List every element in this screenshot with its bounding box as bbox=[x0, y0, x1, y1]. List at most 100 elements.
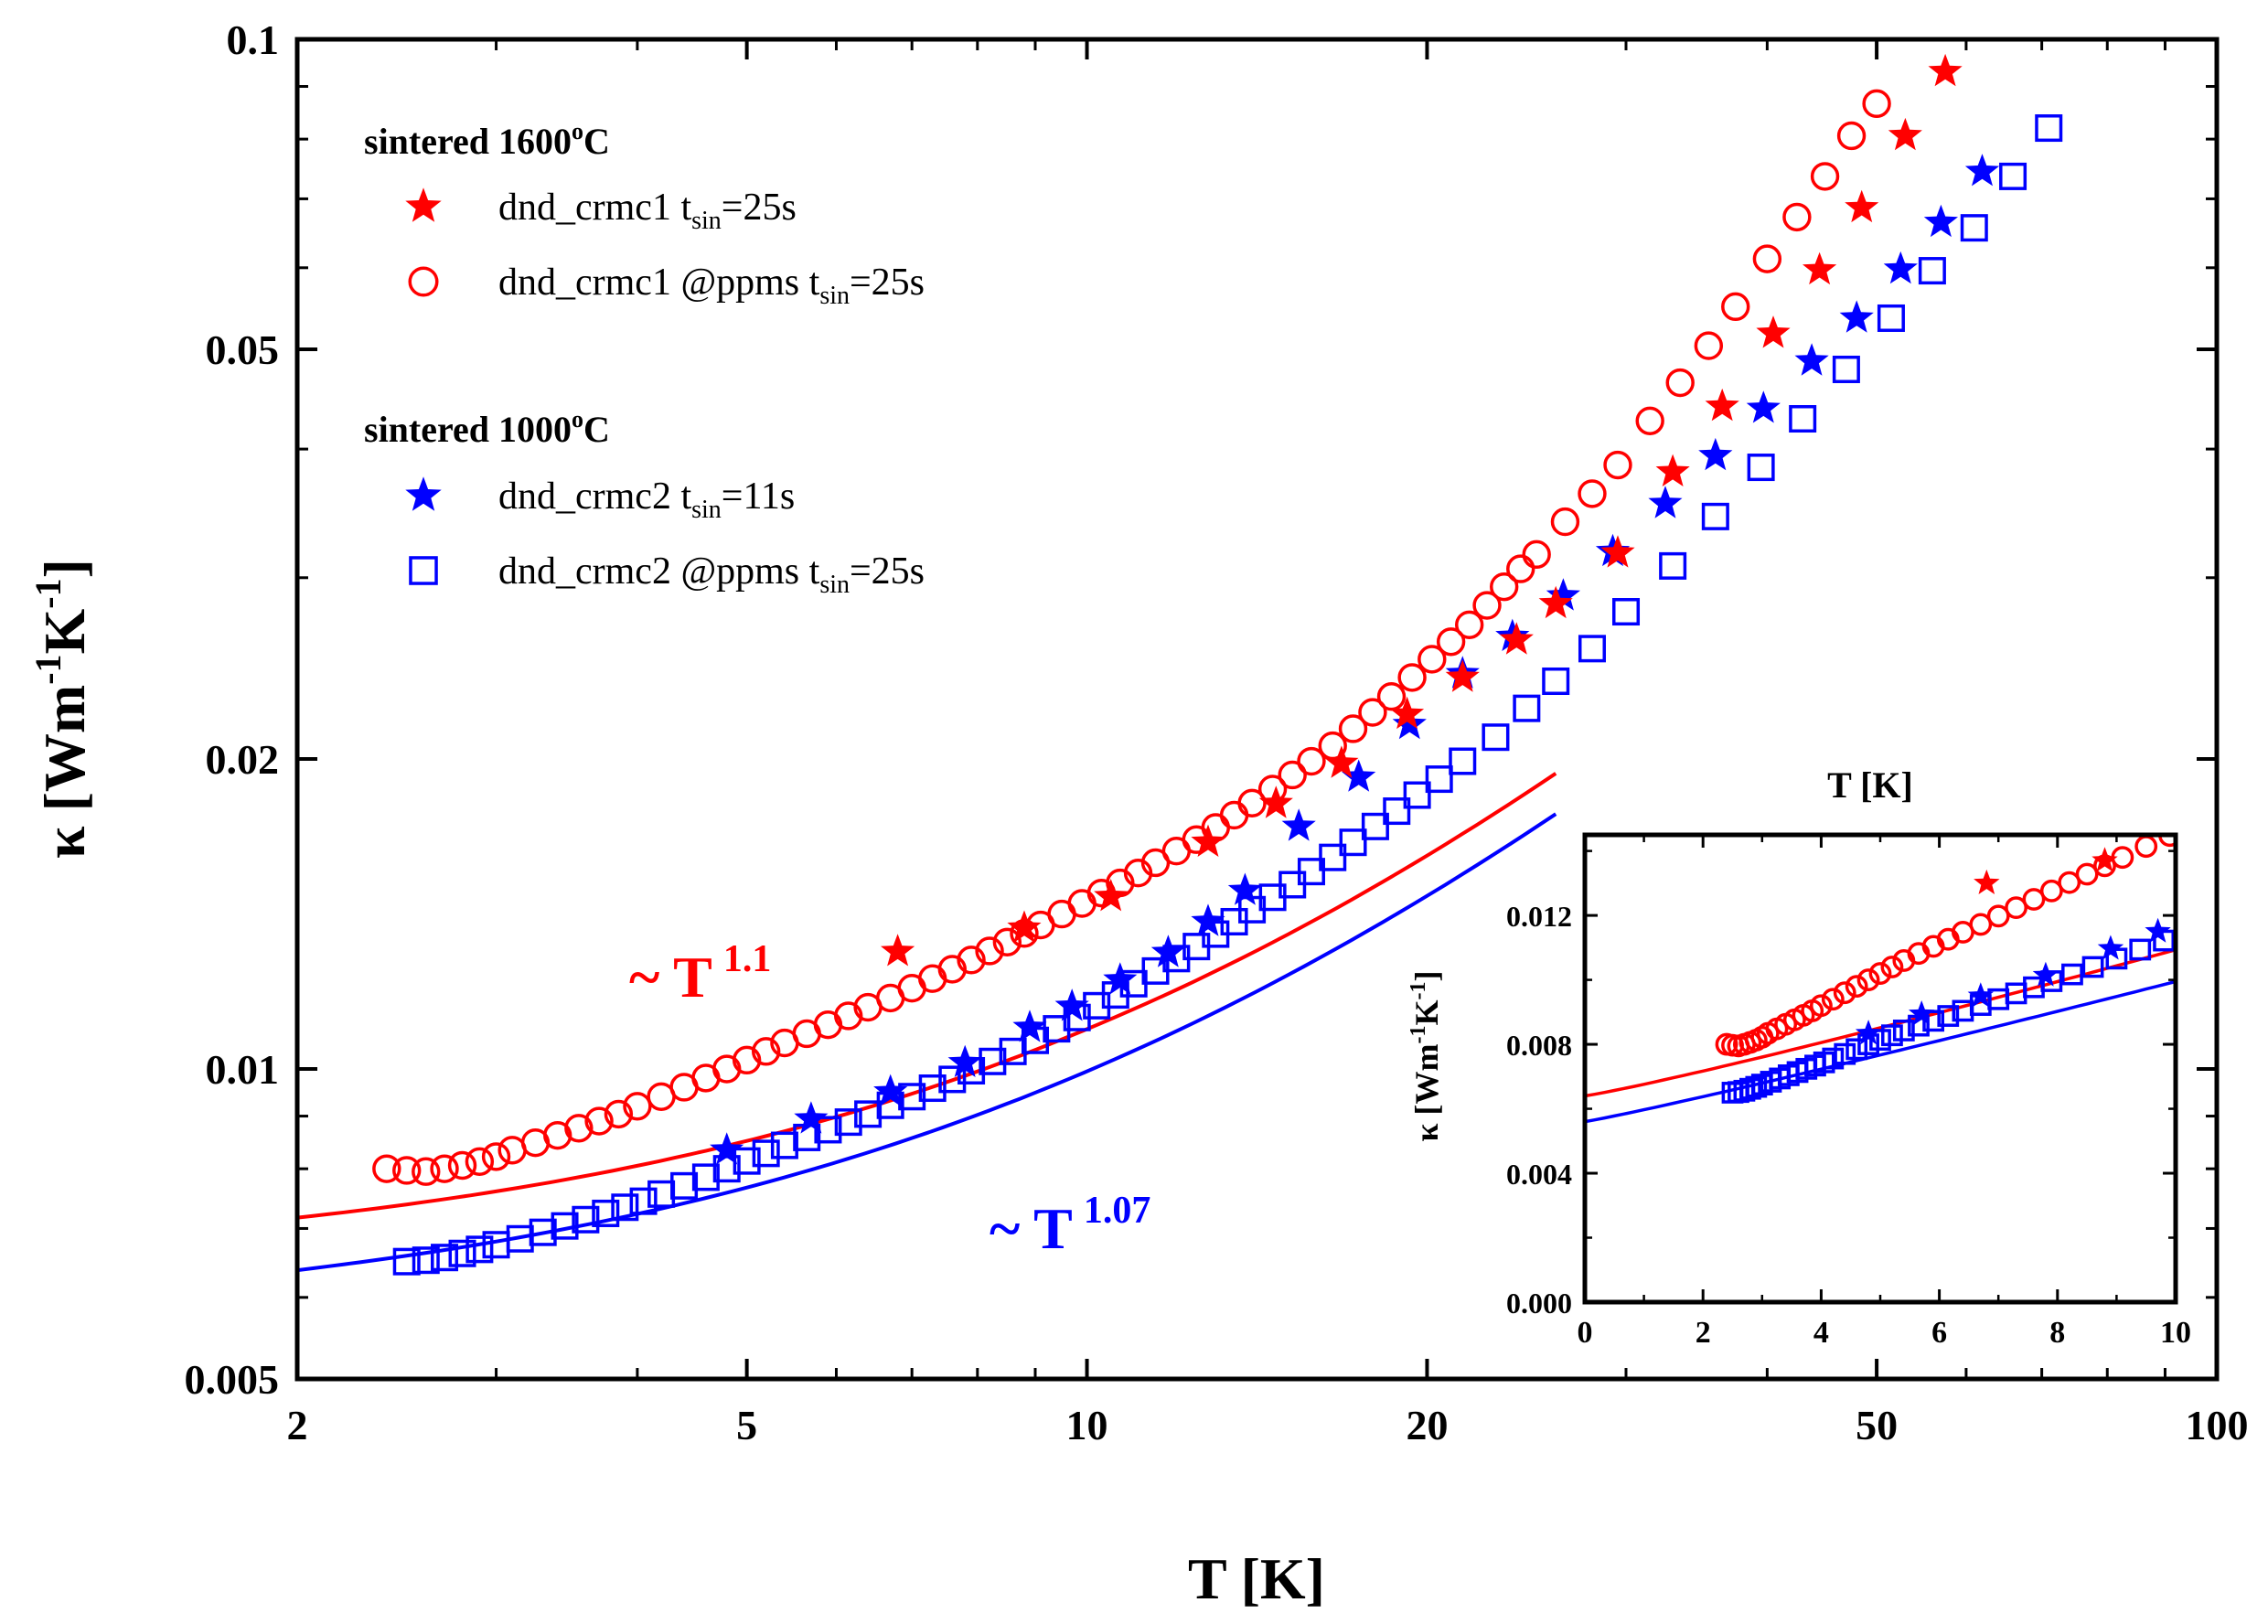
x-tick-label: 100 bbox=[2186, 1402, 2249, 1448]
legend-group2-title-text: sintered 1000 bbox=[364, 409, 572, 450]
data-point-star bbox=[1390, 696, 1425, 730]
data-point-square bbox=[1513, 694, 1541, 722]
inset-point-circle bbox=[2022, 888, 2046, 911]
main-axis-ticks bbox=[295, 37, 2219, 1381]
inset-point-circle bbox=[2184, 815, 2203, 834]
legend-symbol-square bbox=[409, 556, 438, 585]
legend-entry-2-rest: =25s bbox=[850, 262, 925, 304]
data-point-square bbox=[551, 1212, 579, 1240]
data-point-star bbox=[1445, 659, 1480, 692]
inset-y-title-end: ] bbox=[1408, 971, 1445, 982]
legend-group1-title-text: sintered 1600 bbox=[364, 121, 572, 162]
inset-y-axis-title: κ [Wm-1K-1] bbox=[1407, 971, 1445, 1142]
data-point-circle bbox=[1578, 479, 1607, 508]
fit-line bbox=[297, 772, 1557, 1220]
inset-point-circle bbox=[1821, 988, 1845, 1011]
data-point-star bbox=[1698, 437, 1733, 471]
y-axis-title-sup1: -1 bbox=[27, 654, 69, 684]
legend-entry-1-sub: sin bbox=[691, 207, 722, 235]
data-point-star bbox=[794, 1101, 829, 1134]
data-point-square bbox=[854, 1100, 883, 1128]
data-point-star bbox=[1538, 585, 1573, 619]
data-point-circle bbox=[992, 927, 1022, 956]
legend-marker-red-circle bbox=[408, 266, 439, 297]
x-tick-label: 50 bbox=[1856, 1402, 1898, 1448]
data-point-circle bbox=[1397, 663, 1427, 692]
data-point-star bbox=[1103, 962, 1138, 995]
legend-marker-blue-square bbox=[409, 556, 438, 585]
inset-point-square bbox=[1892, 1020, 1915, 1042]
inset-x-tick-label: 2 bbox=[1696, 1316, 1711, 1350]
inset-point-circle bbox=[1868, 962, 1892, 985]
data-point-star bbox=[1499, 622, 1534, 655]
data-point-square bbox=[1611, 598, 1641, 626]
legend-entry-4-rest: =25s bbox=[850, 550, 925, 593]
data-point-square bbox=[572, 1205, 600, 1234]
data-point-star bbox=[1883, 251, 1918, 284]
data-point-square bbox=[1339, 828, 1367, 857]
data-point-star bbox=[710, 1132, 744, 1165]
data-point-star bbox=[1007, 910, 1042, 943]
inset-y-title-sup2: -1 bbox=[1407, 982, 1430, 1000]
legend-entry-4: dnd_crmc2 @ppms tsin=25s bbox=[498, 550, 925, 599]
data-point-square bbox=[691, 1163, 720, 1191]
inset-x-tick-label: 4 bbox=[1813, 1316, 1829, 1350]
inset-point-square bbox=[1881, 1024, 1903, 1047]
data-point-circle bbox=[834, 1001, 863, 1031]
data-point-square bbox=[392, 1247, 421, 1276]
legend-entry-3: dnd_crmc2 tsin=11s bbox=[498, 475, 795, 524]
data-point-square bbox=[465, 1235, 494, 1264]
data-point-circle bbox=[1436, 627, 1466, 657]
data-point-circle bbox=[1506, 554, 1535, 583]
inset-point-star bbox=[1909, 1000, 1935, 1025]
inset-point-star bbox=[2091, 847, 2118, 872]
inset-point-circle bbox=[1833, 981, 1856, 1005]
inset-point-circle bbox=[1845, 975, 1868, 999]
legend-entry-4-sub: sin bbox=[819, 571, 850, 599]
data-point-circle bbox=[623, 1092, 652, 1121]
inset-point-square bbox=[1738, 1077, 1761, 1100]
inset-y-title-sup1: -1 bbox=[1407, 1026, 1430, 1044]
inset-fit-line bbox=[1585, 979, 2176, 1124]
inset-y-tick-label: 0.008 bbox=[1506, 1029, 1572, 1062]
data-point-circle bbox=[1376, 682, 1407, 711]
data-point-circle bbox=[1418, 645, 1447, 674]
data-point-circle bbox=[1603, 450, 1632, 480]
inset-axis-ticks bbox=[1583, 835, 2177, 1304]
data-point-star bbox=[947, 1044, 982, 1077]
data-point-circle bbox=[1297, 746, 1326, 776]
legend-entry-1-rest: =25s bbox=[722, 187, 797, 229]
data-point-star bbox=[1191, 903, 1225, 936]
data-point-star bbox=[1258, 785, 1293, 818]
data-point-square bbox=[1747, 454, 1775, 482]
inset-y-tick-label: 0.012 bbox=[1506, 900, 1572, 933]
data-point-square bbox=[1449, 747, 1477, 775]
data-point-square bbox=[918, 1074, 947, 1103]
legend-entry-3-sub: sin bbox=[691, 496, 722, 524]
data-point-square bbox=[834, 1108, 862, 1137]
legend-entry-3-rest: =11s bbox=[722, 475, 795, 518]
legend-symbol-circle bbox=[408, 266, 439, 297]
y-tick-label: 0.1 bbox=[227, 16, 280, 63]
inset-point-circle bbox=[1986, 904, 2010, 928]
inset-point-star bbox=[2097, 935, 2124, 960]
data-point-star bbox=[1705, 388, 1739, 422]
data-point-star bbox=[1012, 1010, 1047, 1042]
legend: sintered 1600oC dnd_crmc1 tsin=25s dnd_c… bbox=[364, 118, 925, 599]
data-point-star bbox=[1655, 454, 1690, 486]
inset-tick-labels: 0 2 4 6 8 10 0.000 0.004 0.008 0.012 bbox=[1506, 900, 2191, 1350]
data-point-square bbox=[647, 1180, 676, 1208]
x-tick-label: 20 bbox=[1406, 1402, 1448, 1448]
data-point-square bbox=[898, 1083, 926, 1111]
data-point-circle bbox=[1219, 800, 1249, 830]
data-point-square bbox=[2035, 114, 2063, 143]
inset-point-circle bbox=[1880, 956, 1904, 978]
legend-symbol-star bbox=[405, 187, 442, 222]
inset-point-star bbox=[1855, 1020, 1882, 1045]
data-point-circle bbox=[1278, 760, 1307, 790]
blue-fit-exponent: 1.07 bbox=[1084, 1190, 1151, 1232]
data-point-circle bbox=[1472, 591, 1502, 620]
data-point-star bbox=[1794, 343, 1829, 376]
